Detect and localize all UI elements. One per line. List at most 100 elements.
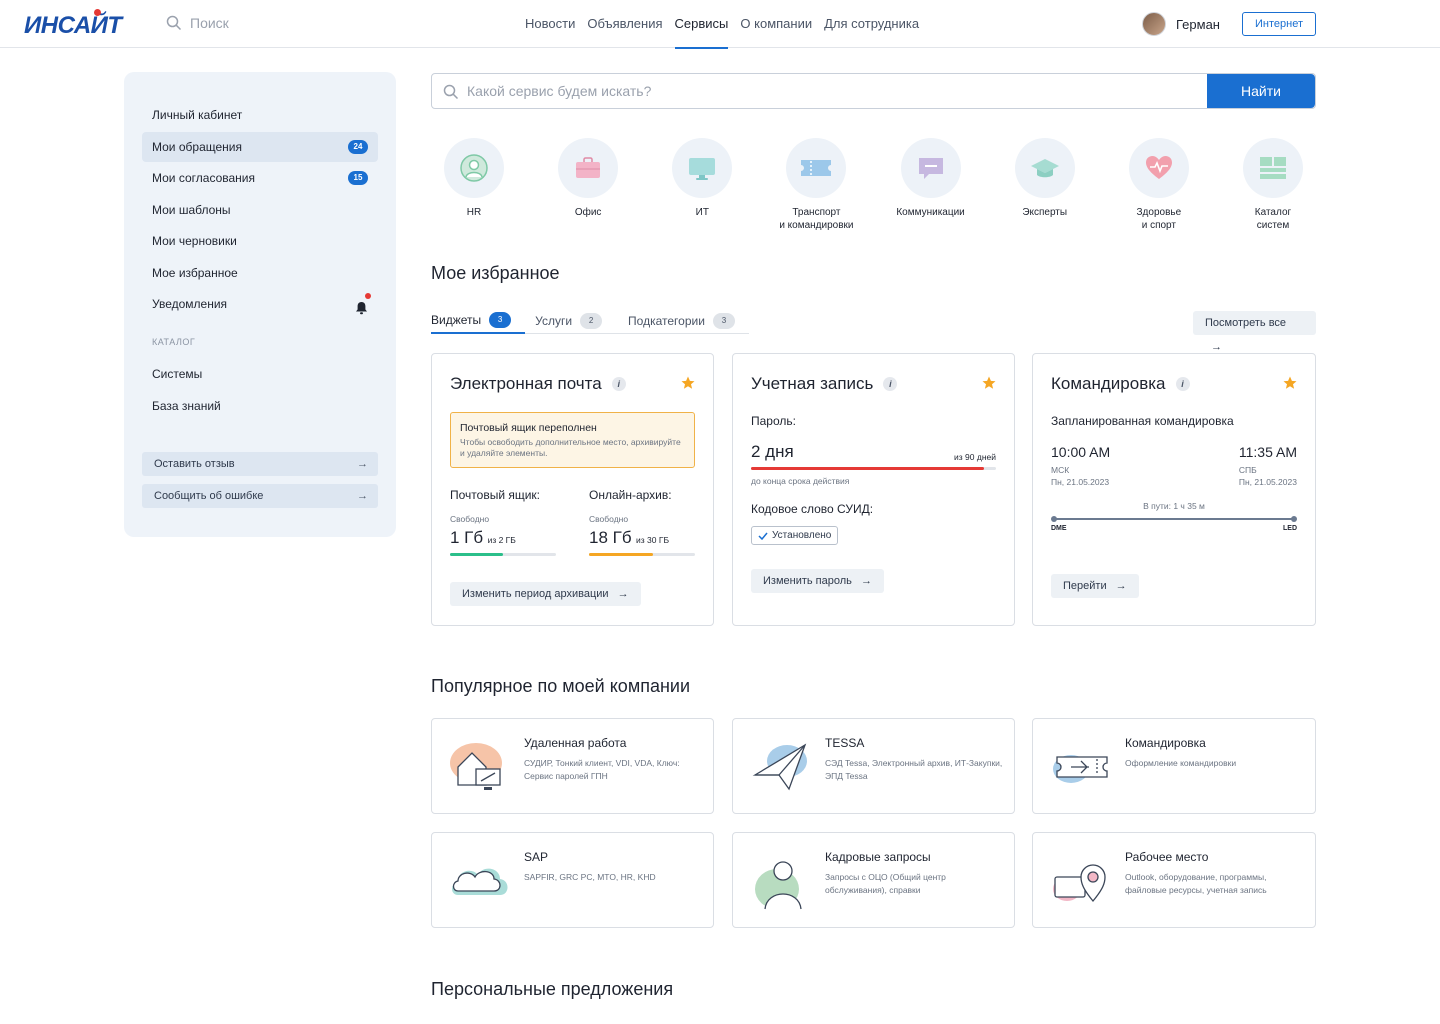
change-password-button[interactable]: Изменить пароль → <box>751 569 884 593</box>
password-days: 2 дня <box>751 442 794 461</box>
route-end-dot <box>1291 516 1297 522</box>
sidebar-item-label: Личный кабинет <box>152 108 243 122</box>
sidebar: Личный кабинет Мои обращения 24 Мои согла… <box>124 72 396 537</box>
service-search: Найти <box>431 73 1316 109</box>
tab-widgets[interactable]: Виджеты 3 <box>431 310 526 334</box>
tab-count: 2 <box>580 312 603 329</box>
go-button[interactable]: Перейти → <box>1051 574 1139 598</box>
depart-city: МСК <box>1051 465 1070 475</box>
mailbox-progress <box>450 553 556 556</box>
feedback-button-label: Оставить отзыв <box>154 458 235 470</box>
find-button[interactable]: Найти <box>1207 74 1315 108</box>
nav-employee[interactable]: Для сотрудника <box>824 16 920 31</box>
heart-icon <box>1128 138 1189 198</box>
star-icon[interactable] <box>982 376 996 390</box>
depart-time: 10:00 AM <box>1051 444 1111 460</box>
ticket-icon <box>786 138 847 198</box>
category-label: Коммуникации <box>896 207 965 218</box>
category-label: Транспорт и командировки <box>779 207 854 231</box>
service-card-workplace[interactable]: Рабочее место Outlook, оборудование, про… <box>1032 832 1316 928</box>
view-all-button[interactable]: Посмотреть все → <box>1193 311 1316 353</box>
chat-icon <box>900 138 961 198</box>
report-button-label: Сообщить об ошибке <box>154 490 264 502</box>
trip-subtitle: Запланированная командировка <box>1051 414 1234 428</box>
top-search[interactable]: Поиск <box>166 15 229 31</box>
report-error-button[interactable]: Сообщить об ошибке → <box>142 484 378 508</box>
logo-text: ИНСАЙТ <box>24 12 122 39</box>
grid-icon <box>1242 138 1303 198</box>
service-card-remote-work[interactable]: Удаленная работа СУДИР, Тонкий клиент, V… <box>431 718 714 814</box>
feedback-button[interactable]: Оставить отзыв → <box>142 452 378 476</box>
sidebar-item-label: Мои обращения <box>152 139 242 154</box>
sidebar-item-templates[interactable]: Мои шаблоны <box>142 195 378 225</box>
archive-label: Онлайн-архив: <box>589 488 672 502</box>
star-icon[interactable] <box>681 376 695 390</box>
category-systems-catalog[interactable]: Каталог систем <box>1230 138 1316 232</box>
company-logo[interactable]: ИНСАЙТ <box>24 9 122 40</box>
change-archive-period-button[interactable]: Изменить период архивации → <box>450 582 641 606</box>
sidebar-item-favorites[interactable]: Мое избранное <box>142 258 378 288</box>
category-transport[interactable]: Транспорт и командировки <box>773 138 859 232</box>
password-days-total: из 90 дней <box>954 452 996 462</box>
tab-subcategories[interactable]: Подкатегории 3 <box>628 310 749 334</box>
service-card-tessa[interactable]: TESSA СЭД Tessa, Электронный архив, ИТ-З… <box>732 718 1015 814</box>
user-menu[interactable]: Герман <box>1142 12 1220 36</box>
warning-title: Почтовый ящик переполнен <box>460 422 597 434</box>
nav-news[interactable]: Новости <box>525 16 576 31</box>
archive-free: 18 Гб <box>589 528 632 547</box>
internet-button[interactable]: Интернет <box>1242 12 1316 36</box>
sidebar-item-drafts[interactable]: Мои черновики <box>142 226 378 256</box>
archive-total: из 30 ГБ <box>636 535 670 545</box>
password-progress <box>751 467 996 470</box>
category-it[interactable]: ИТ <box>659 138 745 232</box>
sidebar-item-approvals[interactable]: Мои согласования 15 <box>142 163 378 193</box>
sidebar-item-systems[interactable]: Системы <box>142 359 378 389</box>
category-label: Здоровье и спорт <box>1136 207 1182 231</box>
widget-title: Командировка i <box>1051 374 1297 394</box>
storage-row: Почтовый ящик: Свободно 1 Гб из 2 ГБ Онл… <box>450 488 695 556</box>
check-icon <box>758 532 768 540</box>
service-card-hr-requests[interactable]: Кадровые запросы Запросы с ОЦО (Общий це… <box>732 832 1015 928</box>
category-communications[interactable]: Коммуникации <box>888 138 974 232</box>
category-office[interactable]: Офис <box>545 138 631 232</box>
nav-announcements[interactable]: Объявления <box>587 16 663 31</box>
star-icon[interactable] <box>1283 376 1297 390</box>
button-row: Перейти → <box>1051 574 1297 598</box>
nav-about[interactable]: О компании <box>740 16 813 31</box>
info-icon[interactable]: i <box>883 377 898 391</box>
tab-label: Подкатегории <box>628 313 705 328</box>
sidebar-item-label: Системы <box>152 367 203 381</box>
paper-plane-icon <box>752 743 807 791</box>
arrive-time: 11:35 AM <box>1238 444 1297 460</box>
info-icon[interactable]: i <box>1175 377 1190 391</box>
briefcase-icon <box>558 138 619 198</box>
mailbox-value: 1 Гб из 2 ГБ <box>450 528 556 548</box>
service-card-business-trip[interactable]: Командировка Оформление командировки <box>1032 718 1316 814</box>
mailbox-progress-fill <box>450 553 503 556</box>
service-card-sap[interactable]: SAP SAPFIR, GRC PC, MTO, HR, KHD <box>431 832 714 928</box>
house-laptop-icon <box>450 743 502 790</box>
route-line <box>1051 514 1297 524</box>
nav-services[interactable]: Сервисы <box>674 0 728 49</box>
info-icon[interactable]: i <box>611 377 626 391</box>
search-icon <box>166 15 182 31</box>
user-name: Герман <box>1176 16 1220 32</box>
card-description: SAPFIR, GRC PC, MTO, HR, KHD <box>524 872 656 882</box>
category-hr[interactable]: HR <box>431 138 517 232</box>
sidebar-item-notifications[interactable]: Уведомления <box>142 289 378 319</box>
service-search-input[interactable] <box>432 74 1207 108</box>
codeword-status: Установлено <box>751 526 839 545</box>
tab-services[interactable]: Услуги 2 <box>525 310 629 334</box>
archive-progress-fill <box>589 553 653 556</box>
sidebar-item-knowledge[interactable]: База знаний <box>142 391 378 421</box>
category-health[interactable]: Здоровье и спорт <box>1116 138 1202 232</box>
arrow-right-icon: → <box>357 458 368 470</box>
main-nav: Новости Объявления Сервисы О компании Дл… <box>525 0 920 49</box>
category-experts[interactable]: Эксперты <box>1002 138 1088 232</box>
account-widget: Учетная запись i Пароль: 2 дня из 90 дней… <box>732 353 1015 626</box>
top-search-placeholder: Поиск <box>190 15 229 31</box>
archive-value: 18 Гб из 30 ГБ <box>589 528 695 548</box>
sidebar-item-requests[interactable]: Мои обращения 24 <box>142 131 378 162</box>
trip-widget: Командировка i Запланированная командиров… <box>1032 353 1316 626</box>
sidebar-item-cabinet[interactable]: Личный кабинет <box>142 100 378 130</box>
